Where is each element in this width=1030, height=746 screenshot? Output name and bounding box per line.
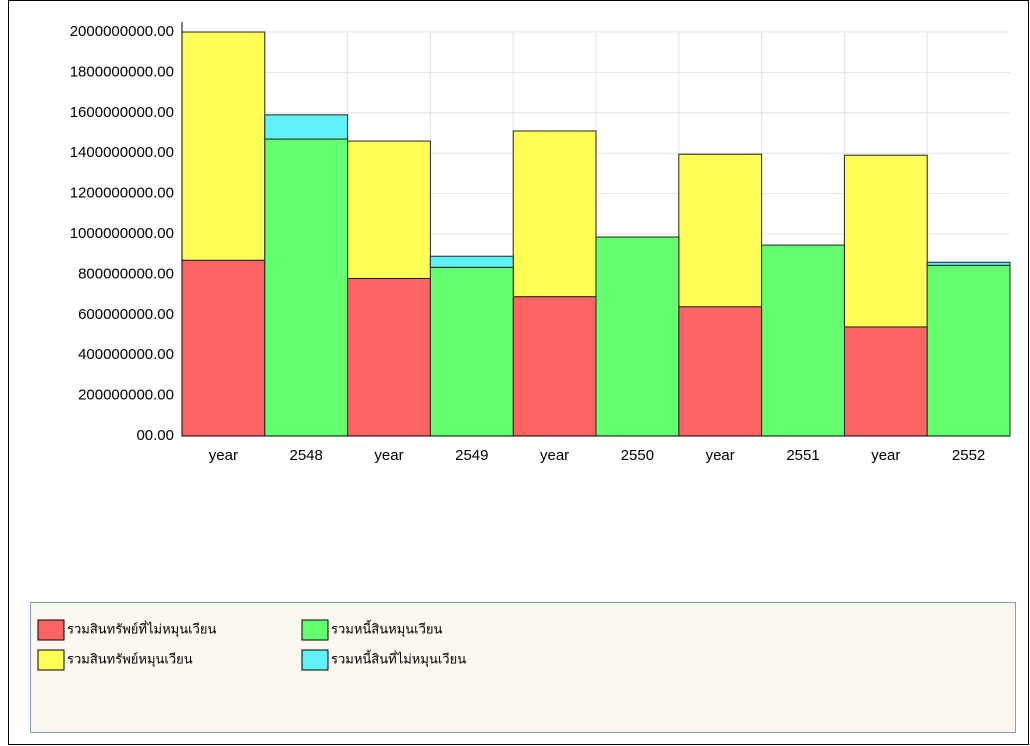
y-tick-label: 2000000000.00 — [70, 23, 174, 40]
x-tick-label: 2549 — [455, 447, 488, 464]
bar-segment — [762, 245, 845, 436]
y-tick-label: 1000000000.00 — [70, 225, 174, 242]
x-tick-label: 2552 — [952, 447, 985, 464]
bar-segment — [927, 265, 1010, 436]
legend-swatch — [302, 650, 328, 670]
page: {"chart_data": {"type": "stacked-bar", "… — [0, 0, 1030, 746]
chart: 00.00 200000000.00 400000000.00 600000000.0… — [0, 0, 1030, 746]
x-tick-label: year — [706, 447, 735, 464]
bar-segment — [182, 32, 265, 260]
y-tick-label: 00.00 — [136, 427, 174, 444]
bar-segment — [430, 267, 513, 436]
bar-segment — [679, 154, 762, 307]
bar-segment — [265, 115, 348, 139]
bar-segment — [844, 155, 927, 327]
y-tick-label: 200000000.00 — [78, 387, 174, 404]
legend-swatch — [38, 620, 64, 640]
legend-label: รวมหนี้สินหมุนเวียน — [331, 619, 443, 637]
bar-segment — [513, 297, 596, 436]
y-tick-label: 800000000.00 — [78, 265, 174, 282]
y-tick-label: 1600000000.00 — [70, 104, 174, 121]
bar-segment — [348, 278, 431, 436]
bar-segment — [430, 256, 513, 267]
x-tick-label: year — [540, 447, 569, 464]
x-tick-label: 2548 — [290, 447, 323, 464]
x-tick-label: 2550 — [621, 447, 654, 464]
y-tick-label: 1200000000.00 — [70, 185, 174, 202]
legend-label: รวมสินทรัพย์ที่ไม่หมุนเวียน — [67, 620, 216, 637]
legend-label: รวมหนี้สินที่ไม่หมุนเวียน — [331, 649, 466, 667]
x-tick-label: year — [871, 447, 900, 464]
legend-swatch — [302, 620, 328, 640]
x-tick-label: year — [209, 447, 238, 464]
bar-segment — [182, 260, 265, 436]
y-tick-label: 600000000.00 — [78, 306, 174, 323]
bar-segment — [679, 307, 762, 436]
y-tick-label: 400000000.00 — [78, 346, 174, 363]
bar-segment — [513, 131, 596, 297]
legend-label: รวมสินทรัพย์หมุนเวียน — [67, 651, 193, 667]
x-tick-label: year — [374, 447, 403, 464]
y-tick-label: 1400000000.00 — [70, 144, 174, 161]
bar-segment — [844, 327, 927, 436]
legend-swatch — [38, 650, 64, 670]
bar-segment — [348, 141, 431, 278]
y-tick-label: 1800000000.00 — [70, 63, 174, 80]
bar-segment — [927, 262, 1010, 265]
x-tick-label: 2551 — [786, 447, 819, 464]
bar-segment — [265, 139, 348, 436]
bar-segment — [596, 237, 679, 436]
